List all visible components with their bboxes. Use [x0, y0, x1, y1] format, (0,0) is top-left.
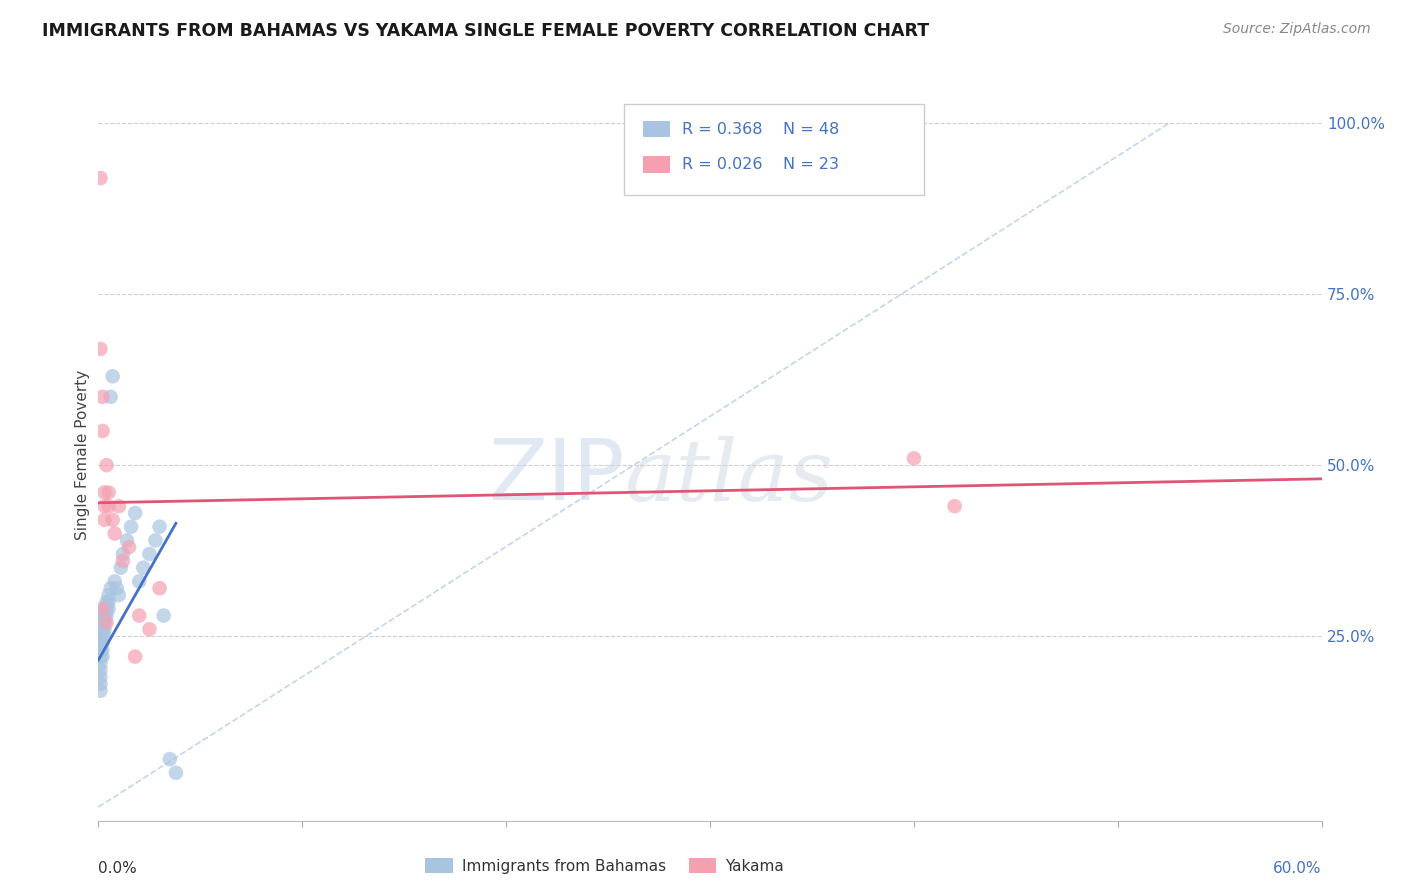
Point	[89, 642, 111, 657]
Point	[89, 670, 111, 684]
Point	[96, 608, 118, 623]
Point	[111, 547, 134, 561]
Text: IMMIGRANTS FROM BAHAMAS VS YAKAMA SINGLE FEMALE POVERTY CORRELATION CHART: IMMIGRANTS FROM BAHAMAS VS YAKAMA SINGLE…	[42, 22, 929, 40]
Point	[89, 636, 111, 650]
Point	[93, 608, 115, 623]
Point	[152, 608, 174, 623]
Point	[104, 526, 127, 541]
Point	[100, 581, 122, 595]
Point	[89, 649, 111, 664]
Point	[108, 499, 131, 513]
Point	[149, 519, 172, 533]
Point	[124, 649, 146, 664]
Point	[149, 581, 172, 595]
Point	[118, 540, 141, 554]
FancyBboxPatch shape	[624, 103, 924, 195]
Point	[108, 588, 131, 602]
Point	[91, 608, 114, 623]
Point	[165, 765, 187, 780]
Point	[145, 533, 167, 548]
Point	[104, 574, 127, 589]
Y-axis label: Single Female Poverty: Single Female Poverty	[75, 370, 90, 540]
Point	[93, 622, 115, 636]
Point	[105, 581, 128, 595]
Legend: Immigrants from Bahamas, Yakama: Immigrants from Bahamas, Yakama	[419, 852, 790, 880]
Bar	[643, 121, 669, 137]
Point	[138, 547, 160, 561]
Point	[903, 451, 925, 466]
Point	[100, 390, 122, 404]
Point	[111, 554, 134, 568]
Point	[91, 629, 114, 643]
Point	[89, 629, 111, 643]
Text: R = 0.368    N = 48: R = 0.368 N = 48	[682, 122, 839, 137]
Point	[93, 513, 115, 527]
Text: 60.0%: 60.0%	[1274, 861, 1322, 876]
Point	[89, 677, 111, 691]
Point	[96, 458, 118, 472]
Point	[110, 560, 132, 574]
Text: Source: ZipAtlas.com: Source: ZipAtlas.com	[1223, 22, 1371, 37]
Point	[89, 683, 111, 698]
Point	[96, 601, 118, 615]
Point	[91, 424, 114, 438]
Point	[91, 601, 114, 615]
Point	[93, 499, 115, 513]
Point	[91, 636, 114, 650]
Point	[89, 342, 111, 356]
Point	[124, 506, 146, 520]
Point	[101, 513, 124, 527]
Text: 0.0%: 0.0%	[98, 861, 138, 876]
Point	[943, 499, 966, 513]
Point	[93, 629, 115, 643]
Point	[89, 663, 111, 677]
Point	[97, 588, 120, 602]
Point	[91, 649, 114, 664]
Point	[91, 642, 114, 657]
Point	[91, 390, 114, 404]
Point	[91, 615, 114, 630]
Point	[128, 608, 150, 623]
Point	[128, 574, 150, 589]
Point	[96, 615, 118, 630]
Point	[89, 171, 111, 186]
Point	[120, 519, 142, 533]
Point	[97, 595, 120, 609]
Point	[159, 752, 181, 766]
Point	[93, 601, 115, 615]
Text: ZIP: ZIP	[488, 435, 624, 518]
Text: R = 0.026    N = 23: R = 0.026 N = 23	[682, 157, 839, 172]
Point	[93, 615, 115, 630]
Point	[91, 622, 114, 636]
Point	[132, 560, 155, 574]
Bar	[643, 156, 669, 172]
Point	[89, 657, 111, 671]
Point	[138, 622, 160, 636]
Point	[97, 601, 120, 615]
Point	[89, 615, 111, 630]
Text: atlas: atlas	[624, 435, 834, 518]
Point	[97, 485, 120, 500]
Point	[96, 595, 118, 609]
Point	[93, 485, 115, 500]
Point	[115, 533, 138, 548]
Point	[89, 622, 111, 636]
Point	[97, 499, 120, 513]
Point	[101, 369, 124, 384]
